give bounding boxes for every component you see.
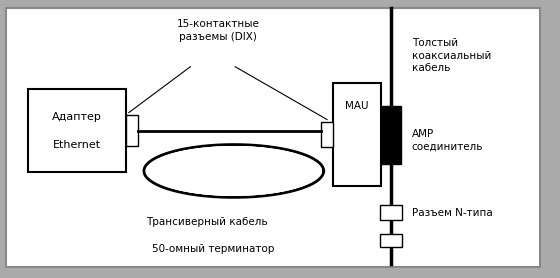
Bar — [381, 106, 401, 164]
Bar — [380, 234, 402, 247]
Text: 50-омный терминатор: 50-омный терминатор — [152, 244, 274, 254]
Text: MAU: MAU — [346, 101, 368, 111]
Bar — [28, 89, 126, 172]
Text: Адаптер: Адаптер — [52, 112, 102, 122]
Text: 15-контактные
разъемы (DIX): 15-контактные разъемы (DIX) — [177, 19, 260, 42]
Text: Разъем N-типа: Разъем N-типа — [412, 208, 492, 218]
Bar — [321, 122, 333, 147]
Bar — [126, 115, 138, 146]
Bar — [333, 83, 381, 186]
Text: Трансиверный кабель: Трансиверный кабель — [146, 217, 268, 227]
Polygon shape — [148, 147, 319, 195]
Text: AMP
соединитель: AMP соединитель — [412, 129, 483, 152]
Text: Ethernet: Ethernet — [53, 140, 101, 150]
Text: Толстый
коаксиальный
кабель: Толстый коаксиальный кабель — [412, 38, 491, 73]
Bar — [380, 205, 402, 220]
